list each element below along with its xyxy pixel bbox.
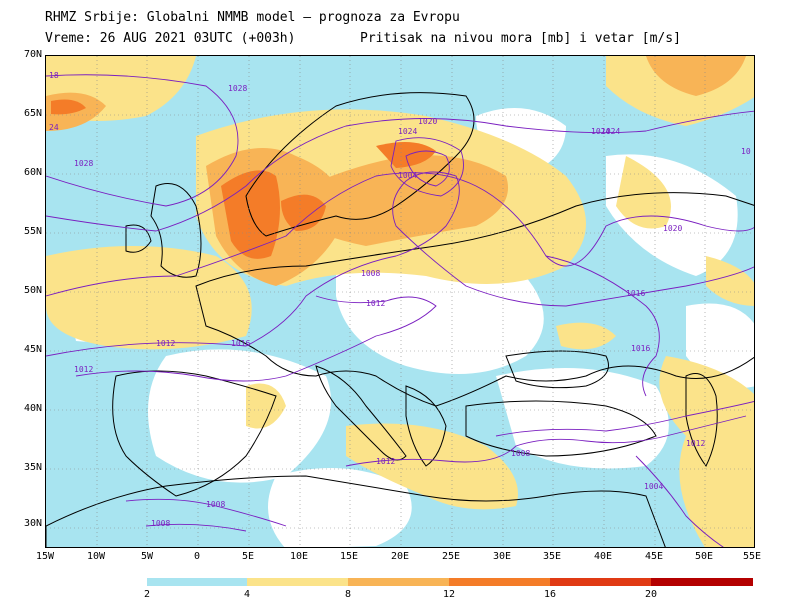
coastlines	[46, 92, 754, 547]
legend-label: 16	[543, 589, 557, 600]
isobar-label: 1024	[601, 127, 620, 136]
isobars	[46, 74, 754, 547]
lon-label: 10E	[289, 551, 309, 562]
lon-label: 15E	[339, 551, 359, 562]
lat-label: 45N	[23, 344, 42, 355]
legend-swatch	[147, 578, 247, 586]
lon-label: 35E	[542, 551, 562, 562]
isobar-label: 1024	[591, 127, 610, 136]
lon-label: 10W	[86, 551, 106, 562]
lat-label: 65N	[23, 108, 42, 119]
legend-swatch	[550, 578, 651, 586]
isobar-label: 24	[49, 123, 59, 132]
legend-label: 2	[143, 589, 151, 600]
isobar-label: 1008	[511, 449, 530, 458]
isobar-label: 1008	[151, 519, 170, 528]
lon-label: 5E	[241, 551, 255, 562]
isobar-label: 18	[49, 71, 59, 80]
legend-label: 20	[644, 589, 658, 600]
forecast-time: Vreme: 26 AUG 2021 03UTC (+003h)	[45, 31, 296, 46]
forecast-map: 1028 1024 1020 1016 1012 1008 1004 1016 …	[45, 55, 755, 548]
legend-label: 4	[243, 589, 251, 600]
isobar-label: 1016	[626, 289, 645, 298]
lon-label: 45E	[644, 551, 664, 562]
lon-label: 5W	[140, 551, 154, 562]
lat-label: 70N	[23, 49, 42, 60]
isobar-label: 1012	[156, 339, 175, 348]
isobar-label: 1020	[418, 117, 437, 126]
lon-label: 50E	[694, 551, 714, 562]
isobar-label: 1012	[74, 365, 93, 374]
isobar-label: 1012	[686, 439, 705, 448]
isobar-label: 1012	[376, 457, 395, 466]
field-description: Pritisak na nivou mora [mb] i vetar [m/s…	[360, 31, 681, 46]
isobar-label: 10	[741, 147, 751, 156]
isobar-label: 1016	[631, 344, 650, 353]
isobar-label: 1024	[398, 127, 417, 136]
lon-label: 0	[193, 551, 201, 562]
lon-label: 25E	[441, 551, 461, 562]
legend-swatch	[651, 578, 753, 586]
lon-label: 55E	[742, 551, 762, 562]
lon-label: 15W	[35, 551, 55, 562]
legend-swatch	[247, 578, 348, 586]
isobar-label: 1028	[74, 159, 93, 168]
lon-label: 30E	[492, 551, 512, 562]
isobar-label: 1020	[663, 224, 682, 233]
lon-label: 40E	[593, 551, 613, 562]
isobar-label: 1012	[366, 299, 385, 308]
lat-label: 50N	[23, 285, 42, 296]
legend-label: 12	[442, 589, 456, 600]
isobar-label: 1008	[361, 269, 380, 278]
isobar-label: 1004	[398, 171, 417, 180]
isobar-label: 1008	[206, 500, 225, 509]
lon-label: 20E	[390, 551, 410, 562]
isobar-labels: 1028 1024 1020 1016 1012 1008 1004 1016 …	[49, 71, 751, 528]
lat-label: 40N	[23, 403, 42, 414]
isobar-label: 1028	[228, 84, 247, 93]
lat-label: 35N	[23, 462, 42, 473]
lat-label: 30N	[23, 518, 42, 529]
lat-label: 55N	[23, 226, 42, 237]
map-title: RHMZ Srbije: Globalni NMMB model — progn…	[45, 10, 460, 25]
lat-label: 60N	[23, 167, 42, 178]
legend-label: 8	[344, 589, 352, 600]
legend-swatch	[348, 578, 449, 586]
map-canvas: 1028 1024 1020 1016 1012 1008 1004 1016 …	[46, 56, 754, 547]
legend-swatch	[449, 578, 550, 586]
isobar-label: 1016	[231, 339, 250, 348]
isobar-label: 1004	[644, 482, 663, 491]
